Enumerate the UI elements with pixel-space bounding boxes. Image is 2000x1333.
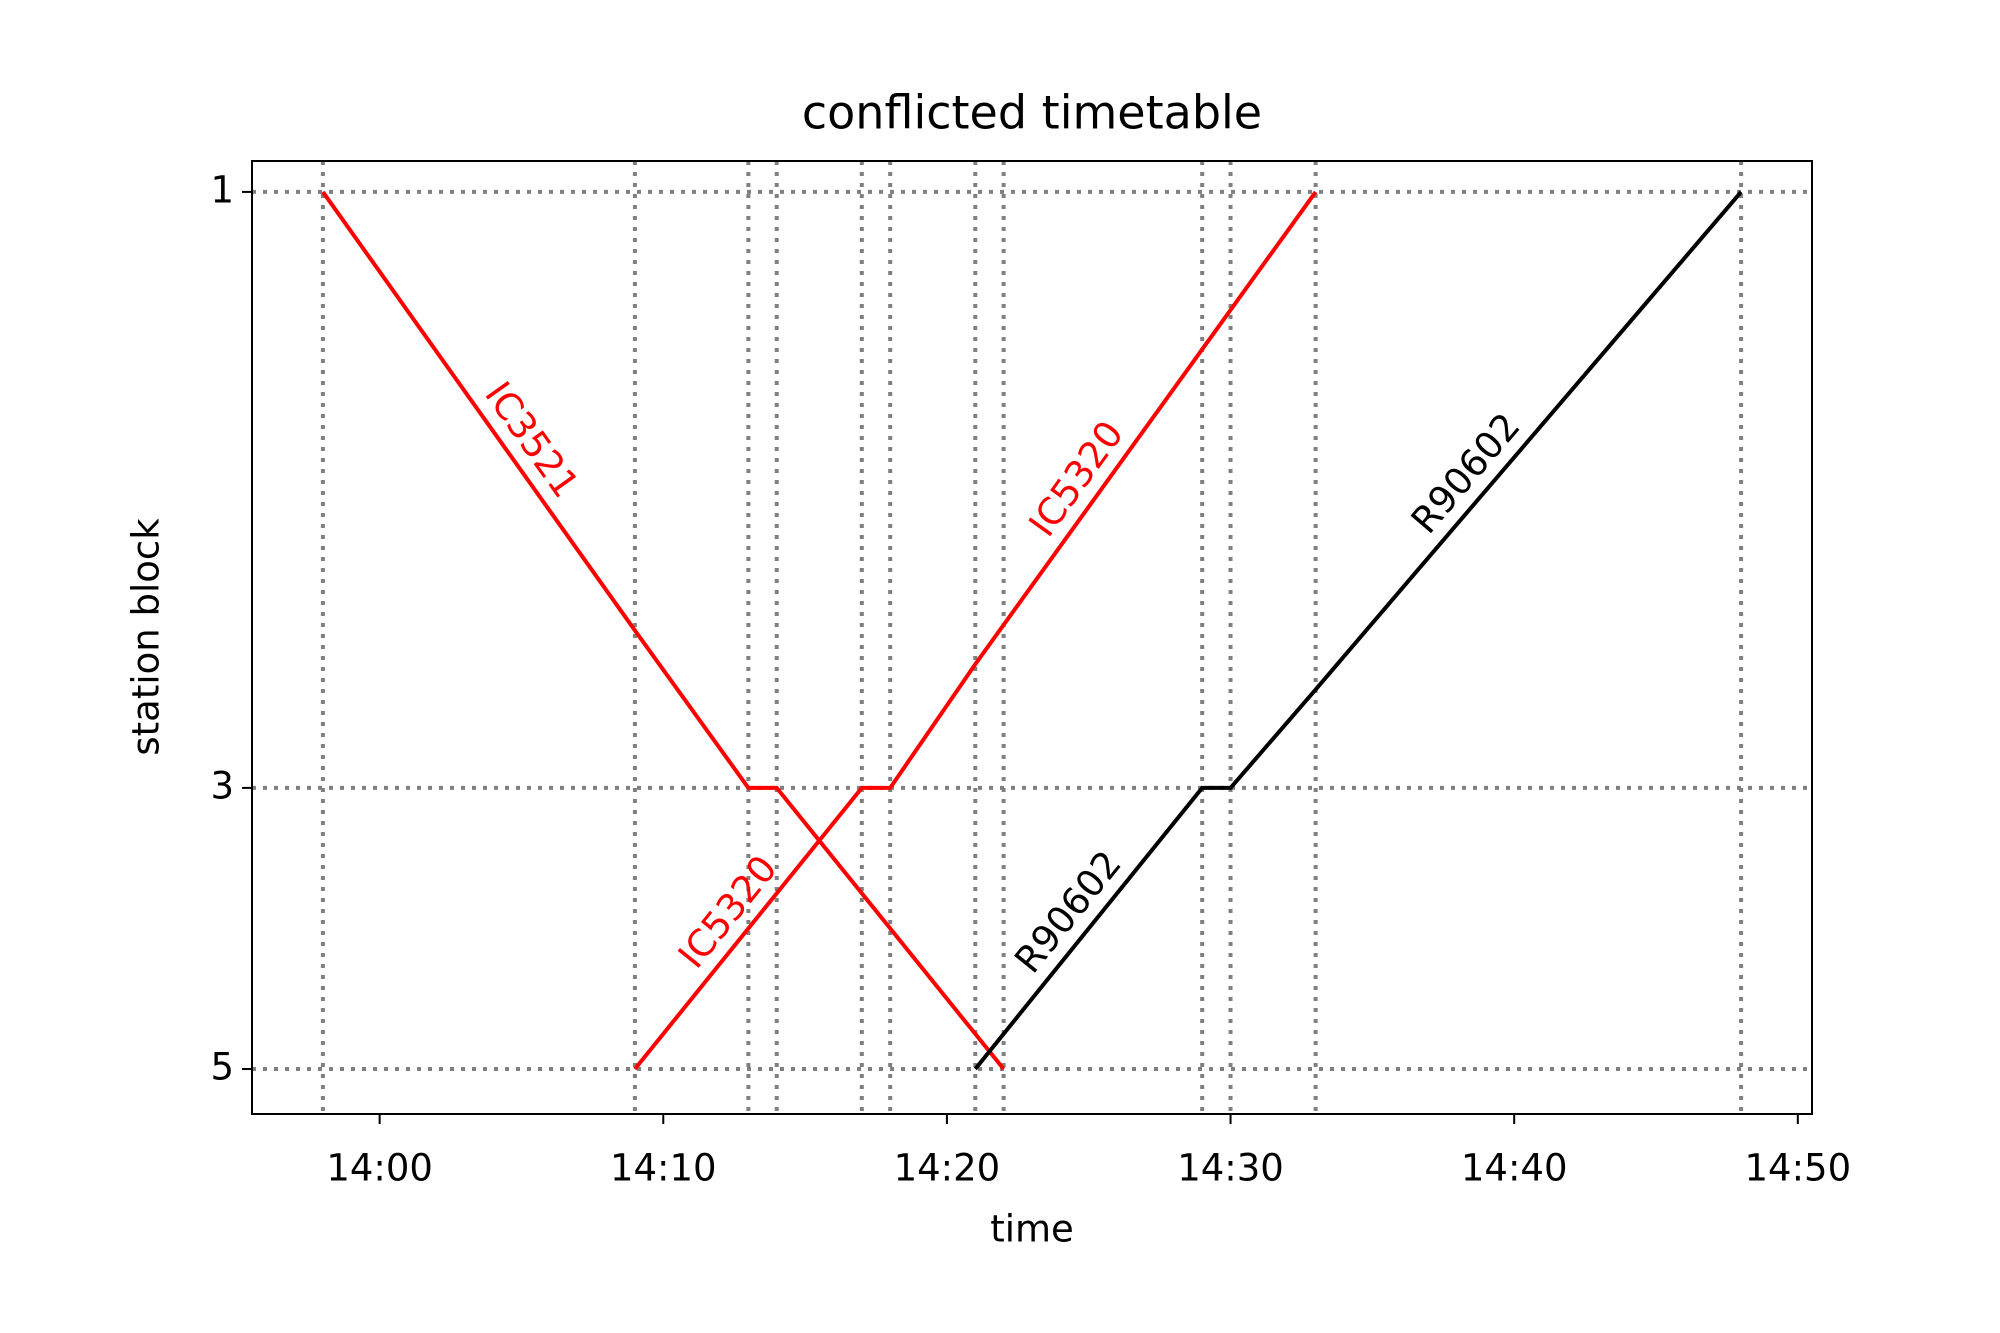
train-line	[973, 190, 1743, 1071]
line-label: R90602	[1403, 405, 1529, 542]
x-tick-label: 14:30	[1177, 1147, 1284, 1190]
x-tick-label: 14:40	[1461, 1147, 1568, 1190]
plot-frame	[251, 160, 1813, 1115]
x-tick-label: 14:10	[610, 1147, 717, 1190]
train-line	[321, 190, 1006, 1071]
x-tick-label: 14:50	[1744, 1147, 1851, 1190]
y-tick-label: 3	[210, 764, 234, 807]
train-line	[633, 190, 1318, 1071]
y-axis-label: station block	[125, 518, 168, 756]
y-tick-label: 1	[210, 168, 234, 211]
x-tick-label: 14:20	[894, 1147, 1001, 1190]
x-axis-label: time	[990, 1208, 1074, 1251]
y-tick-label: 5	[210, 1046, 234, 1089]
chart-title: conflicted timetable	[802, 86, 1262, 140]
x-tick-label: 14:00	[326, 1147, 433, 1190]
line-label: R90602	[1006, 843, 1130, 982]
